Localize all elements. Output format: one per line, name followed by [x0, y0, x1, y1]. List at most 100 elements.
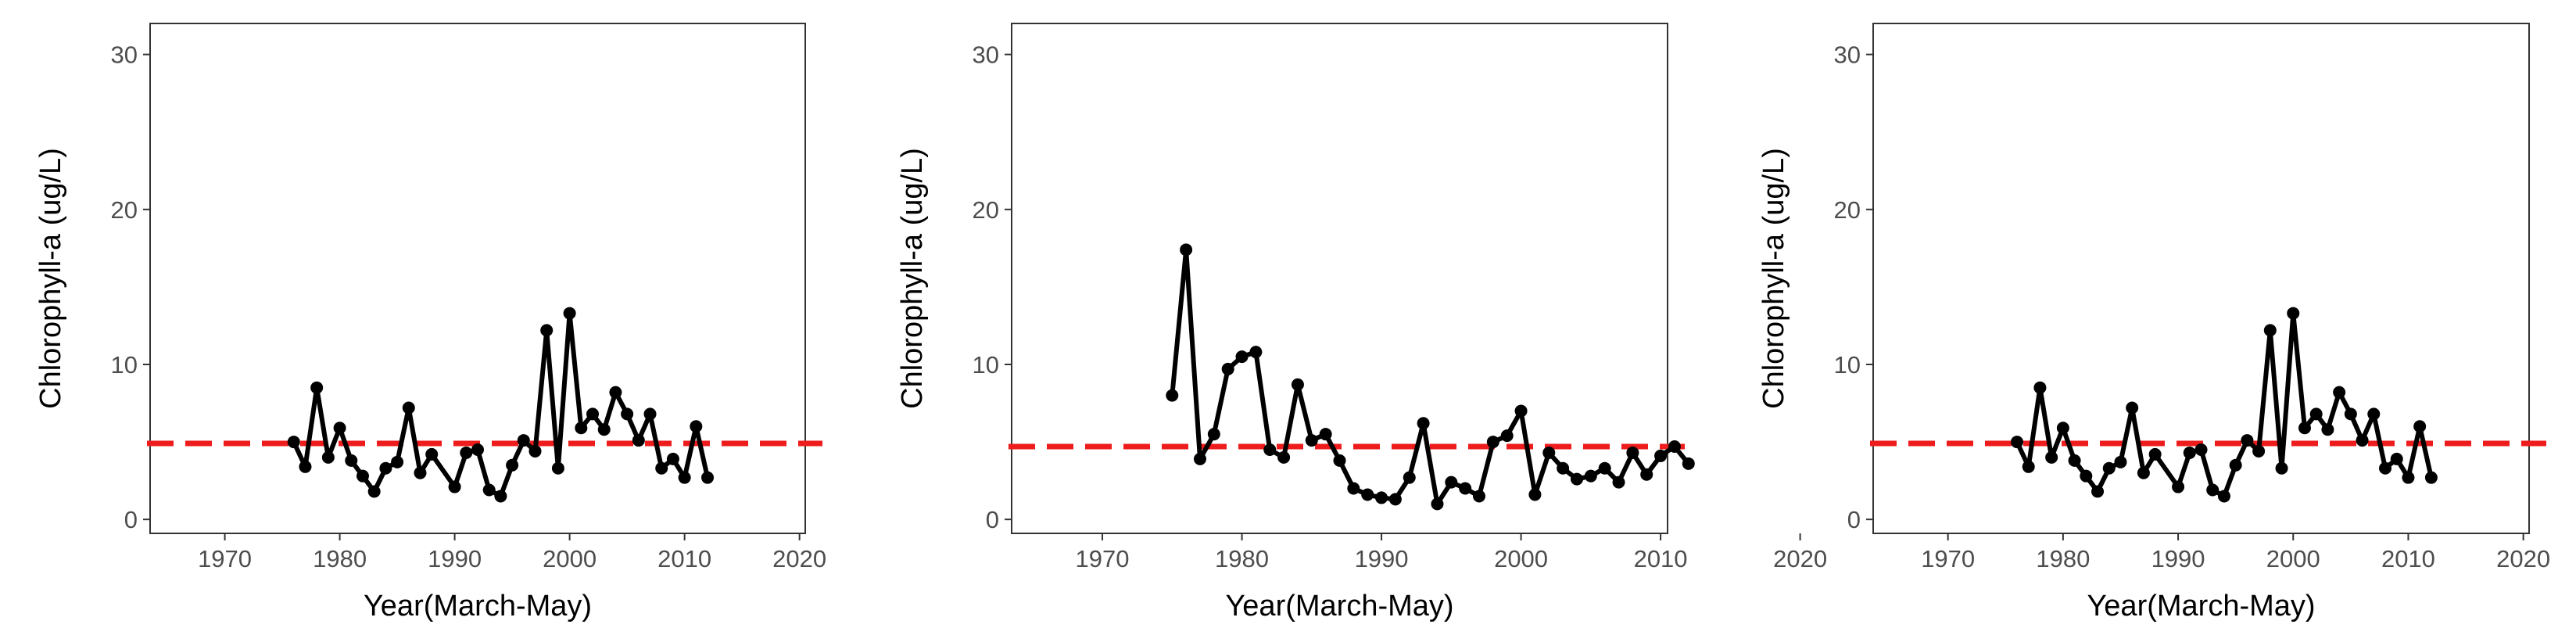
panel-2-data-point: [1207, 428, 1220, 441]
panel-1-data-point: [471, 443, 484, 456]
panel-3-x-tick-label: 1990: [2151, 545, 2205, 572]
panel-1-data-point: [391, 455, 404, 468]
panel-3-data-point: [2056, 422, 2069, 435]
panel-2-data-point: [1166, 389, 1179, 402]
panel-1-data-point: [448, 480, 461, 493]
panel-1-data-point: [540, 324, 554, 337]
panel-2-data-point: [1291, 378, 1304, 391]
panel-3-data-point: [2148, 447, 2162, 461]
panel-2-data-point: [1347, 482, 1360, 495]
panel-1-y-tick-label: 0: [124, 506, 138, 533]
panel-2-data-point: [1598, 461, 1611, 475]
panel-2-data-point: [1388, 493, 1402, 506]
panel-3-x-tick-label: 1980: [2036, 545, 2090, 572]
panel-1-data-point: [609, 386, 622, 399]
panel-3-data-point: [2344, 407, 2357, 421]
panel-3-data-point: [2172, 480, 2185, 493]
panel-3-data-point: [2241, 434, 2254, 447]
panel-1: 0 10 20 30 1970 1980 1990 2000 2010 2020 Year(Marc…: [34, 23, 826, 623]
panel-3-data-point: [2287, 307, 2300, 320]
panel-3-x-tick-label: 2020: [2496, 545, 2550, 572]
panel-1-x-tick-label: 1970: [198, 545, 252, 572]
panel-2-y-tick-label: 30: [973, 41, 999, 69]
panel-3-data-point: [2424, 471, 2438, 484]
panel-1-data-point: [310, 381, 324, 394]
panel-2-x-tick-label: 1980: [1215, 545, 1269, 572]
panel-1-data-point: [299, 460, 312, 473]
panel-2-x-tick-label: 1970: [1076, 545, 1130, 572]
panel-1-x-axis-title: Year(March-May): [364, 590, 592, 623]
panel-3-data-point: [2045, 450, 2058, 464]
panel-2-data-point: [1333, 454, 1346, 467]
panel-2-data-point: [1445, 475, 1458, 489]
panel-3-y-tick-label: 20: [1834, 196, 1861, 224]
panel-3-data-point: [2033, 381, 2047, 394]
panel-3-data-point: [2194, 443, 2208, 456]
panel-1-data-point: [517, 434, 530, 447]
panel-1-data-point: [575, 422, 588, 435]
panel-3-data-point: [2402, 471, 2415, 484]
panel-3-data-point: [2091, 485, 2105, 498]
panel-1-data-point: [287, 436, 300, 449]
panel-2-data-point: [1584, 469, 1597, 483]
panel-1-data-point: [506, 458, 519, 472]
panel-1-x-tick-label: 2020: [772, 545, 826, 572]
panel-2-y-tick-label: 0: [986, 506, 999, 533]
panel-3-data-point: [2298, 422, 2311, 435]
panel-2-data-point: [1221, 362, 1234, 375]
panel-3-data-point: [2068, 454, 2081, 467]
panel-2-series-line: [1170, 247, 1691, 507]
panel-3: 0 10 20 30 1970 1980 1990 2000 2010 2020 Year(Marc…: [1757, 23, 2550, 623]
panel-3-x-tick-label: 2010: [2381, 545, 2435, 572]
panel-3-data-point: [2356, 434, 2369, 447]
panel-3-data-point: [2309, 407, 2323, 421]
panel-1-y-axis-title: Chlorophyll-a (ug/L): [34, 148, 67, 409]
panel-1-data-point: [460, 446, 473, 459]
panel-1-data-point: [632, 434, 645, 447]
panel-1-data-point: [379, 461, 392, 475]
panel-1-data-point: [597, 423, 611, 436]
panel-1-data-point: [321, 450, 335, 464]
panel-1-x-tick-label: 2010: [657, 545, 711, 572]
panel-2-x-tick-label: 2000: [1494, 545, 1548, 572]
panel-1-data-point: [586, 407, 600, 421]
panel-2-data-point: [1500, 429, 1514, 443]
panel-3-data-point: [2183, 446, 2196, 459]
panel-2-x-axis-title: Year(March-May): [1225, 590, 1453, 623]
panel-3-data-point: [2229, 458, 2242, 472]
panel-1-data-point: [482, 483, 496, 497]
panel-3-x-axis-title: Year(March-May): [2087, 590, 2315, 623]
panel-1-data-point: [402, 401, 415, 414]
panel-3-data-point: [2275, 461, 2288, 475]
panel-2-border: [1011, 23, 1668, 534]
panel-1-data-point: [356, 469, 369, 483]
panel-2-x-tick-label: 2010: [1634, 545, 1688, 572]
panel-2-data-point: [1305, 434, 1318, 447]
panel-1-x-tick-label: 1980: [313, 545, 367, 572]
panel-1-y-tick-label: 20: [111, 196, 138, 224]
panel-2-data-point: [1640, 468, 1653, 481]
panel-1-data-point: [414, 466, 427, 479]
panel-1-data-point: [563, 307, 576, 320]
panel-1-y-tick-label: 30: [111, 41, 138, 69]
panel-2-y-tick-label: 20: [973, 196, 999, 224]
panel-3-data-point: [2080, 469, 2093, 483]
panel-2-data-point: [1277, 450, 1291, 464]
panel-2-data-point: [1473, 490, 1486, 503]
panel-2-x-tick-label: 1990: [1355, 545, 1409, 572]
panel-2-data-point: [1626, 446, 1639, 459]
panel-3-border: [1872, 23, 2530, 534]
panel-3-data-point: [2379, 461, 2392, 475]
panel-2-data-point: [1403, 471, 1416, 484]
panel-2-data-point: [1682, 457, 1695, 470]
panel-3-data-point: [2217, 490, 2230, 503]
panel-2-data-point: [1654, 449, 1668, 462]
panel-2-data-point: [1528, 488, 1542, 501]
panel-1-data-point: [494, 490, 507, 503]
panel-3-y-tick-label: 10: [1834, 351, 1861, 379]
panel-2-data-point: [1375, 491, 1388, 504]
panel-1-data-point: [655, 461, 668, 475]
panel-1-y-tick-label: 10: [111, 351, 138, 379]
panel-1-data-point: [333, 422, 346, 435]
panel-1-data-point: [666, 452, 679, 465]
